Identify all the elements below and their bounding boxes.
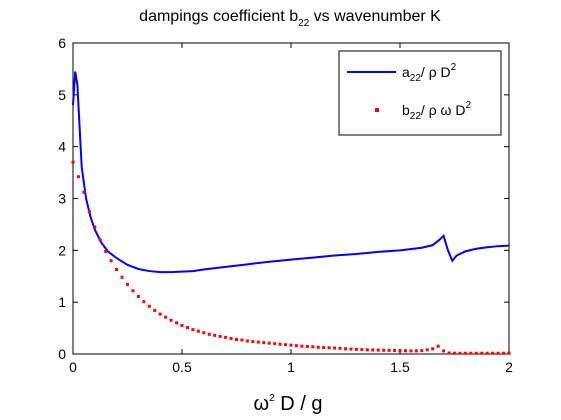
series-b-point bbox=[393, 349, 396, 352]
series-b-point bbox=[82, 191, 85, 194]
series-b-point bbox=[186, 326, 189, 329]
x-tick-label: 0.5 bbox=[172, 359, 192, 375]
series-b-point bbox=[360, 348, 363, 351]
series-b-point bbox=[349, 348, 352, 351]
series-b-point bbox=[279, 343, 282, 346]
series-b-point bbox=[322, 346, 325, 349]
series-b-point bbox=[72, 161, 75, 164]
series-b-point bbox=[344, 347, 347, 350]
series-b-point bbox=[268, 342, 271, 345]
x-axis-label: ω2 D / g bbox=[254, 393, 323, 415]
series-b-point bbox=[240, 339, 243, 342]
series-b-point bbox=[497, 352, 500, 355]
series-b-point bbox=[404, 349, 407, 352]
legend: a22/ ρ D2 b22/ ρ ω D2 bbox=[339, 51, 501, 135]
series-b-point bbox=[306, 345, 309, 348]
series-b-point bbox=[399, 349, 402, 352]
series-b-point bbox=[311, 345, 314, 348]
series-b-point bbox=[300, 345, 303, 348]
series-b-point bbox=[175, 321, 178, 324]
series-b-point bbox=[426, 348, 429, 351]
series-b-point bbox=[273, 342, 276, 345]
series-b-point bbox=[371, 348, 374, 351]
series-b-point bbox=[197, 330, 200, 333]
x-tick-label: 2 bbox=[505, 359, 513, 375]
series-b-point bbox=[170, 319, 173, 322]
series-b-point bbox=[246, 340, 249, 343]
series-b-point bbox=[77, 175, 80, 178]
series-b-point bbox=[339, 347, 342, 350]
x-tick-label: 1 bbox=[287, 359, 295, 375]
series-b-point bbox=[458, 352, 461, 355]
series-b-point bbox=[295, 344, 298, 347]
series-b-point bbox=[121, 276, 124, 279]
series-b-point bbox=[382, 349, 385, 352]
series-b-point bbox=[257, 341, 260, 344]
series-b-point bbox=[464, 352, 467, 355]
series-b-point bbox=[230, 337, 233, 340]
series-b-point bbox=[153, 309, 156, 312]
series-b-point bbox=[213, 334, 216, 337]
y-tick-label: 4 bbox=[58, 139, 66, 155]
series-b-point bbox=[508, 352, 511, 355]
series-b-point bbox=[202, 331, 205, 334]
series-b-point bbox=[469, 352, 472, 355]
series-b-point bbox=[142, 300, 145, 303]
series-b-point bbox=[126, 283, 129, 286]
series-b-point bbox=[131, 289, 134, 292]
series-b-point bbox=[110, 259, 113, 262]
series-b-point bbox=[224, 336, 227, 339]
series-b-point bbox=[491, 352, 494, 355]
series-b-point bbox=[409, 349, 412, 352]
series-b-point bbox=[431, 347, 434, 350]
series-b-point bbox=[235, 338, 238, 341]
series-b-point bbox=[191, 328, 194, 331]
legend-marker-swatch bbox=[375, 108, 379, 112]
series-b-point bbox=[88, 210, 91, 213]
y-tick-label: 5 bbox=[58, 87, 66, 103]
series-b-point bbox=[420, 349, 423, 352]
series-b-point bbox=[208, 333, 211, 336]
series-b-point bbox=[486, 352, 489, 355]
series-b-point bbox=[284, 343, 287, 346]
series-b-point bbox=[437, 345, 440, 348]
series-b-point bbox=[148, 305, 151, 308]
series-b-point bbox=[502, 352, 505, 355]
series-b-point bbox=[99, 238, 102, 241]
series-b-point bbox=[262, 341, 265, 344]
series-b-point bbox=[442, 349, 445, 352]
series-b-point bbox=[181, 324, 184, 327]
series-b-point bbox=[355, 348, 358, 351]
series-b-point bbox=[328, 346, 331, 349]
y-tick-label: 3 bbox=[58, 191, 66, 207]
series-b-point bbox=[159, 313, 162, 316]
x-tick-label: 0 bbox=[69, 359, 77, 375]
y-tick-label: 0 bbox=[58, 346, 66, 362]
x-tick-label: 1.5 bbox=[390, 359, 410, 375]
series-b-point bbox=[115, 268, 118, 271]
series-b-point bbox=[366, 348, 369, 351]
series-b-point bbox=[219, 335, 222, 338]
series-b-point bbox=[251, 340, 254, 343]
series-b-point bbox=[333, 347, 336, 350]
series-b-point bbox=[448, 351, 451, 354]
y-tick-label: 6 bbox=[58, 35, 66, 51]
y-tick-label: 2 bbox=[58, 242, 66, 258]
series-b-point bbox=[377, 349, 380, 352]
series-b-point bbox=[415, 349, 418, 352]
series-b-point bbox=[93, 226, 96, 229]
series-b-point bbox=[480, 352, 483, 355]
series-b-point bbox=[290, 344, 293, 347]
y-tick-label: 1 bbox=[58, 294, 66, 310]
series-b-point bbox=[104, 250, 107, 253]
series-b-point bbox=[317, 346, 320, 349]
series-b-point bbox=[137, 295, 140, 298]
series-b-point bbox=[164, 316, 167, 319]
series-b-point bbox=[388, 349, 391, 352]
series-b-point bbox=[453, 352, 456, 355]
series-b-point bbox=[475, 352, 478, 355]
